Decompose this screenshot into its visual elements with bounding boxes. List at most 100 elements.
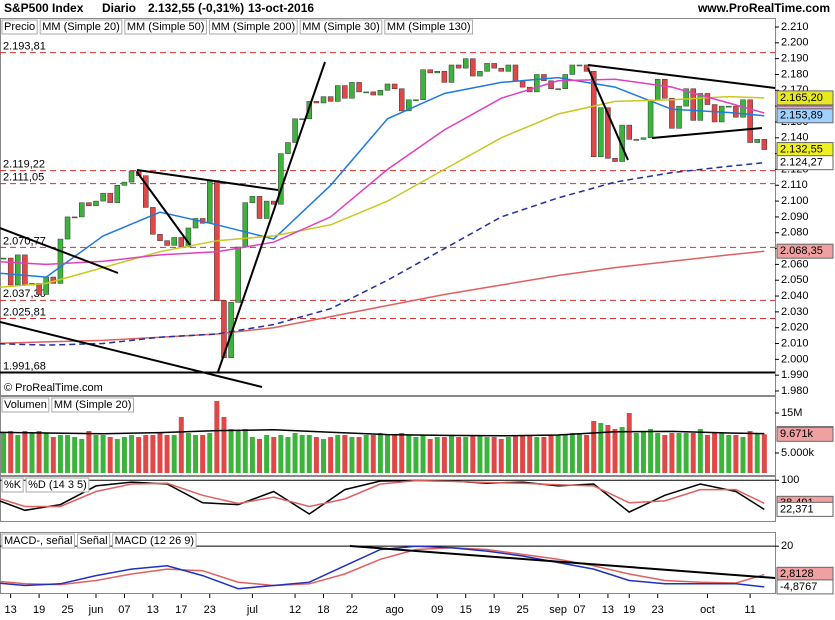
last-price: 2.132,55 (-0,31%) xyxy=(148,1,244,15)
trend-line xyxy=(587,67,629,161)
volume-bar xyxy=(712,433,718,473)
x-tick-label: jun xyxy=(88,604,104,616)
x-tick-label: 07 xyxy=(118,604,130,616)
candle xyxy=(79,202,85,218)
legend-entry: Precio xyxy=(4,21,35,33)
volume-bar xyxy=(576,433,582,473)
volume-bar xyxy=(598,423,604,473)
volume-bar xyxy=(299,435,305,473)
candle xyxy=(704,93,711,105)
copyright: © ProRealTime.com xyxy=(4,382,103,394)
volume-bar xyxy=(463,437,469,473)
period: Diario xyxy=(102,1,136,15)
y-tick-label: 1.990 xyxy=(781,369,809,381)
x-tick-label: 12 xyxy=(289,604,301,616)
volume-bar xyxy=(377,433,383,473)
series-line xyxy=(0,95,765,288)
candle xyxy=(107,192,113,203)
y-tick-label: 2.090 xyxy=(781,211,809,223)
volume-bar xyxy=(65,435,71,473)
volume-bar xyxy=(541,437,547,473)
candle xyxy=(7,257,14,286)
candle xyxy=(605,107,611,159)
legend-box xyxy=(299,19,383,35)
volume-bar xyxy=(747,431,753,473)
candle xyxy=(598,107,604,158)
legend-entry: Volumen xyxy=(4,399,47,411)
y-tick-label: 2.140 xyxy=(781,132,809,144)
volume-bar xyxy=(36,431,42,473)
series-line xyxy=(0,479,765,515)
legend-entry: MM (Simple 50) xyxy=(127,21,205,33)
price-label-box xyxy=(776,501,834,517)
price-label-box xyxy=(776,579,834,595)
volume-bar xyxy=(321,439,326,473)
y-tick-label: 2.060 xyxy=(781,258,809,270)
legend-box xyxy=(384,19,474,35)
candle xyxy=(377,90,384,96)
volume-bar xyxy=(413,437,419,473)
price-label-box xyxy=(776,90,834,106)
volume-bar xyxy=(79,439,85,473)
y-tick-label: 15M xyxy=(781,407,802,419)
candle xyxy=(676,105,682,129)
candle xyxy=(185,227,192,248)
candle xyxy=(555,88,561,90)
volume-bar xyxy=(569,433,575,473)
candle xyxy=(761,139,768,150)
volume-bar xyxy=(257,439,263,473)
candle xyxy=(391,83,398,89)
candle xyxy=(128,170,135,183)
candle xyxy=(299,118,305,121)
candle xyxy=(64,216,71,240)
candle xyxy=(263,200,270,219)
legend-box xyxy=(76,533,111,549)
volume-bar xyxy=(761,434,767,473)
candle xyxy=(626,124,632,140)
x-tick-label: 19 xyxy=(33,604,45,616)
volume-bar xyxy=(107,437,113,473)
candle xyxy=(57,238,64,284)
candle xyxy=(441,71,448,83)
series-line xyxy=(0,161,765,346)
volume-bar xyxy=(484,437,490,473)
price-label-box xyxy=(776,108,834,124)
candle xyxy=(505,64,512,72)
volume-bar xyxy=(683,433,689,473)
legend-entry: MM (Simple 20) xyxy=(54,399,132,411)
x-tick-label: 15 xyxy=(460,604,472,616)
x-tick-label: 25 xyxy=(516,604,528,616)
y-tick-label: 2.080 xyxy=(781,227,809,239)
volume-bar xyxy=(719,433,725,473)
y-tick-label: 2.010 xyxy=(781,337,809,349)
volume-bar xyxy=(648,429,654,473)
volume-bar xyxy=(527,435,533,473)
date: 13-oct-2016 xyxy=(248,1,314,15)
candle xyxy=(477,71,483,77)
volume-bar xyxy=(491,437,497,473)
legend-box xyxy=(39,19,123,35)
volume-bar xyxy=(193,435,199,473)
candle xyxy=(448,64,455,83)
price-label: 2.124,27 xyxy=(780,157,823,169)
volume-bar xyxy=(114,439,120,473)
price-label: 2,8128 xyxy=(780,568,814,580)
candle xyxy=(633,139,640,141)
candle xyxy=(86,202,92,207)
volume-bar xyxy=(264,435,270,473)
panel xyxy=(0,396,776,476)
candle xyxy=(342,85,348,99)
volume-bar xyxy=(150,435,156,473)
series-line xyxy=(0,78,765,266)
level-label: 2.111,05 xyxy=(3,172,44,184)
volume-bar xyxy=(171,435,177,473)
volume-bar xyxy=(200,435,206,473)
candle xyxy=(93,200,99,207)
series-line xyxy=(0,479,765,508)
candle xyxy=(462,58,469,69)
x-tick-label: 09 xyxy=(431,604,443,616)
price-label: 22,371 xyxy=(780,503,814,515)
candle xyxy=(15,254,21,286)
volume-bar xyxy=(207,433,213,473)
